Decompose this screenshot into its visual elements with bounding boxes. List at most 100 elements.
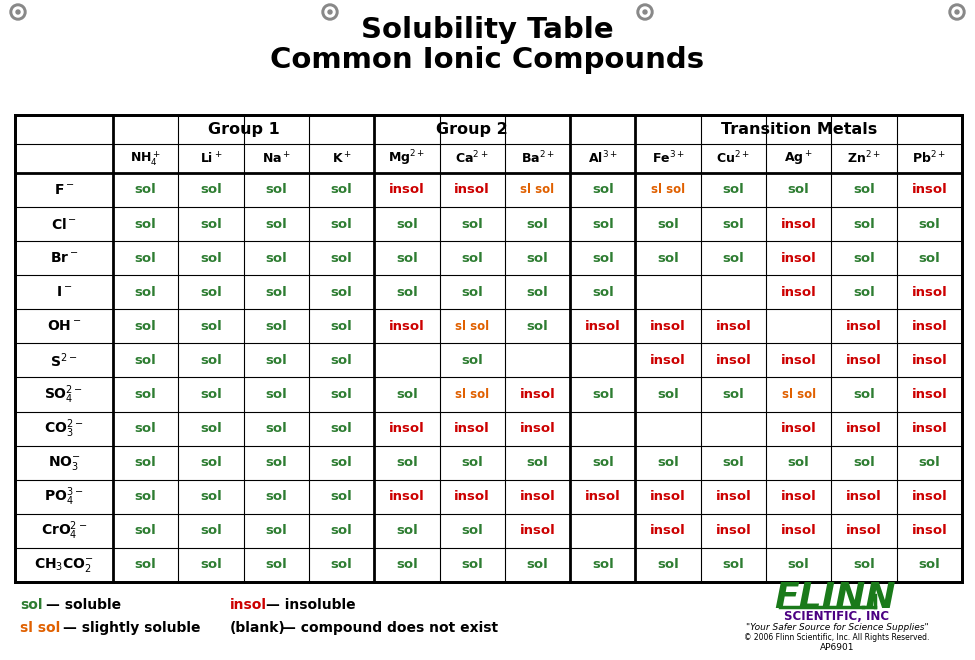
Text: insol: insol: [846, 320, 882, 333]
Text: sol: sol: [722, 251, 744, 265]
Text: sol: sol: [265, 218, 287, 230]
Text: insol: insol: [716, 320, 752, 333]
Text: sol: sol: [461, 558, 483, 572]
Text: sol: sol: [265, 388, 287, 401]
Text: sl sol: sl sol: [521, 183, 555, 197]
Text: sol: sol: [853, 183, 875, 197]
Text: CO$_3^{2-}$: CO$_3^{2-}$: [44, 417, 84, 440]
Text: sol: sol: [331, 456, 352, 469]
Text: sol: sol: [135, 251, 157, 265]
Text: sol: sol: [265, 490, 287, 504]
Text: insol: insol: [912, 354, 948, 367]
Text: Mg$^{2+}$: Mg$^{2+}$: [388, 148, 425, 168]
Text: sol: sol: [853, 218, 875, 230]
Text: NO$_3^{-}$: NO$_3^{-}$: [48, 453, 80, 472]
Text: sol: sol: [396, 456, 417, 469]
Text: Br$^-$: Br$^-$: [50, 251, 78, 265]
Text: sol: sol: [265, 251, 287, 265]
Text: sl sol: sl sol: [20, 621, 60, 635]
Text: sl sol: sl sol: [455, 320, 489, 333]
Text: sol: sol: [135, 456, 157, 469]
Text: insol: insol: [389, 320, 425, 333]
Text: sol: sol: [135, 354, 157, 367]
Text: Ag$^+$: Ag$^+$: [784, 149, 813, 168]
Text: sol: sol: [331, 354, 352, 367]
Text: sol: sol: [592, 558, 613, 572]
Text: sol: sol: [200, 388, 221, 401]
Text: sol: sol: [331, 183, 352, 197]
Text: sol: sol: [722, 218, 744, 230]
Text: sol: sol: [722, 388, 744, 401]
Text: PO$_4^{3-}$: PO$_4^{3-}$: [44, 486, 84, 508]
Text: insol: insol: [454, 490, 490, 504]
Text: sol: sol: [396, 251, 417, 265]
Text: sol: sol: [526, 218, 548, 230]
Text: sol: sol: [135, 422, 157, 435]
Text: insol: insol: [520, 422, 556, 435]
Text: Li$^+$: Li$^+$: [200, 151, 222, 166]
Text: Cu$^{2+}$: Cu$^{2+}$: [717, 150, 751, 167]
Circle shape: [325, 7, 335, 17]
Text: insol: insol: [912, 286, 948, 299]
Text: sol: sol: [135, 218, 157, 230]
Text: sol: sol: [592, 251, 613, 265]
Text: Cl$^-$: Cl$^-$: [51, 216, 77, 232]
Text: AP6901: AP6901: [820, 642, 854, 651]
Text: K$^+$: K$^+$: [332, 151, 352, 166]
Text: (blank): (blank): [230, 621, 286, 635]
Text: insol: insol: [846, 354, 882, 367]
Text: Transition Metals: Transition Metals: [721, 122, 877, 137]
Text: sol: sol: [265, 524, 287, 537]
Text: sol: sol: [200, 456, 221, 469]
Text: sol: sol: [722, 456, 744, 469]
Text: sl sol: sl sol: [455, 388, 489, 401]
Text: sol: sol: [657, 251, 679, 265]
Text: insol: insol: [781, 490, 817, 504]
Circle shape: [328, 10, 332, 14]
Text: sol: sol: [592, 183, 613, 197]
Text: insol: insol: [650, 354, 686, 367]
Text: sol: sol: [200, 286, 221, 299]
Text: sol: sol: [265, 320, 287, 333]
Text: S$^{2-}$: S$^{2-}$: [51, 351, 78, 370]
Text: sol: sol: [135, 490, 157, 504]
Text: Group 1: Group 1: [208, 122, 280, 137]
Text: sol: sol: [331, 218, 352, 230]
Text: insol: insol: [716, 524, 752, 537]
Text: sol: sol: [200, 558, 221, 572]
Text: sol: sol: [200, 218, 221, 230]
Text: sol: sol: [135, 558, 157, 572]
Text: insol: insol: [716, 490, 752, 504]
Text: sol: sol: [200, 320, 221, 333]
Text: sol: sol: [396, 218, 417, 230]
Text: sol: sol: [461, 251, 483, 265]
Text: © 2006 Flinn Scientific, Inc. All Rights Reserved.: © 2006 Flinn Scientific, Inc. All Rights…: [744, 634, 930, 642]
Text: sol: sol: [200, 251, 221, 265]
Text: insol: insol: [650, 320, 686, 333]
Text: sl sol: sl sol: [651, 183, 685, 197]
Circle shape: [322, 4, 338, 20]
Text: sol: sol: [592, 456, 613, 469]
Circle shape: [640, 7, 650, 17]
Text: insol: insol: [781, 286, 817, 299]
Text: sol: sol: [853, 251, 875, 265]
Text: sol: sol: [200, 183, 221, 197]
Text: insol: insol: [912, 183, 948, 197]
Text: sol: sol: [331, 251, 352, 265]
Text: FLINN: FLINN: [774, 581, 896, 615]
Text: insol: insol: [585, 320, 621, 333]
Text: insol: insol: [230, 598, 267, 612]
Text: sol: sol: [265, 286, 287, 299]
Text: insol: insol: [389, 183, 425, 197]
Text: sol: sol: [396, 524, 417, 537]
Text: sol: sol: [461, 524, 483, 537]
Text: sol: sol: [853, 558, 875, 572]
Text: Ca$^{2+}$: Ca$^{2+}$: [455, 150, 488, 167]
Circle shape: [13, 7, 23, 17]
Text: sol: sol: [788, 558, 809, 572]
Text: insol: insol: [454, 183, 490, 197]
Text: CH$_3$CO$_2^{-}$: CH$_3$CO$_2^{-}$: [34, 556, 94, 574]
Text: sol: sol: [526, 320, 548, 333]
Text: sol: sol: [200, 354, 221, 367]
Text: sol: sol: [918, 456, 940, 469]
